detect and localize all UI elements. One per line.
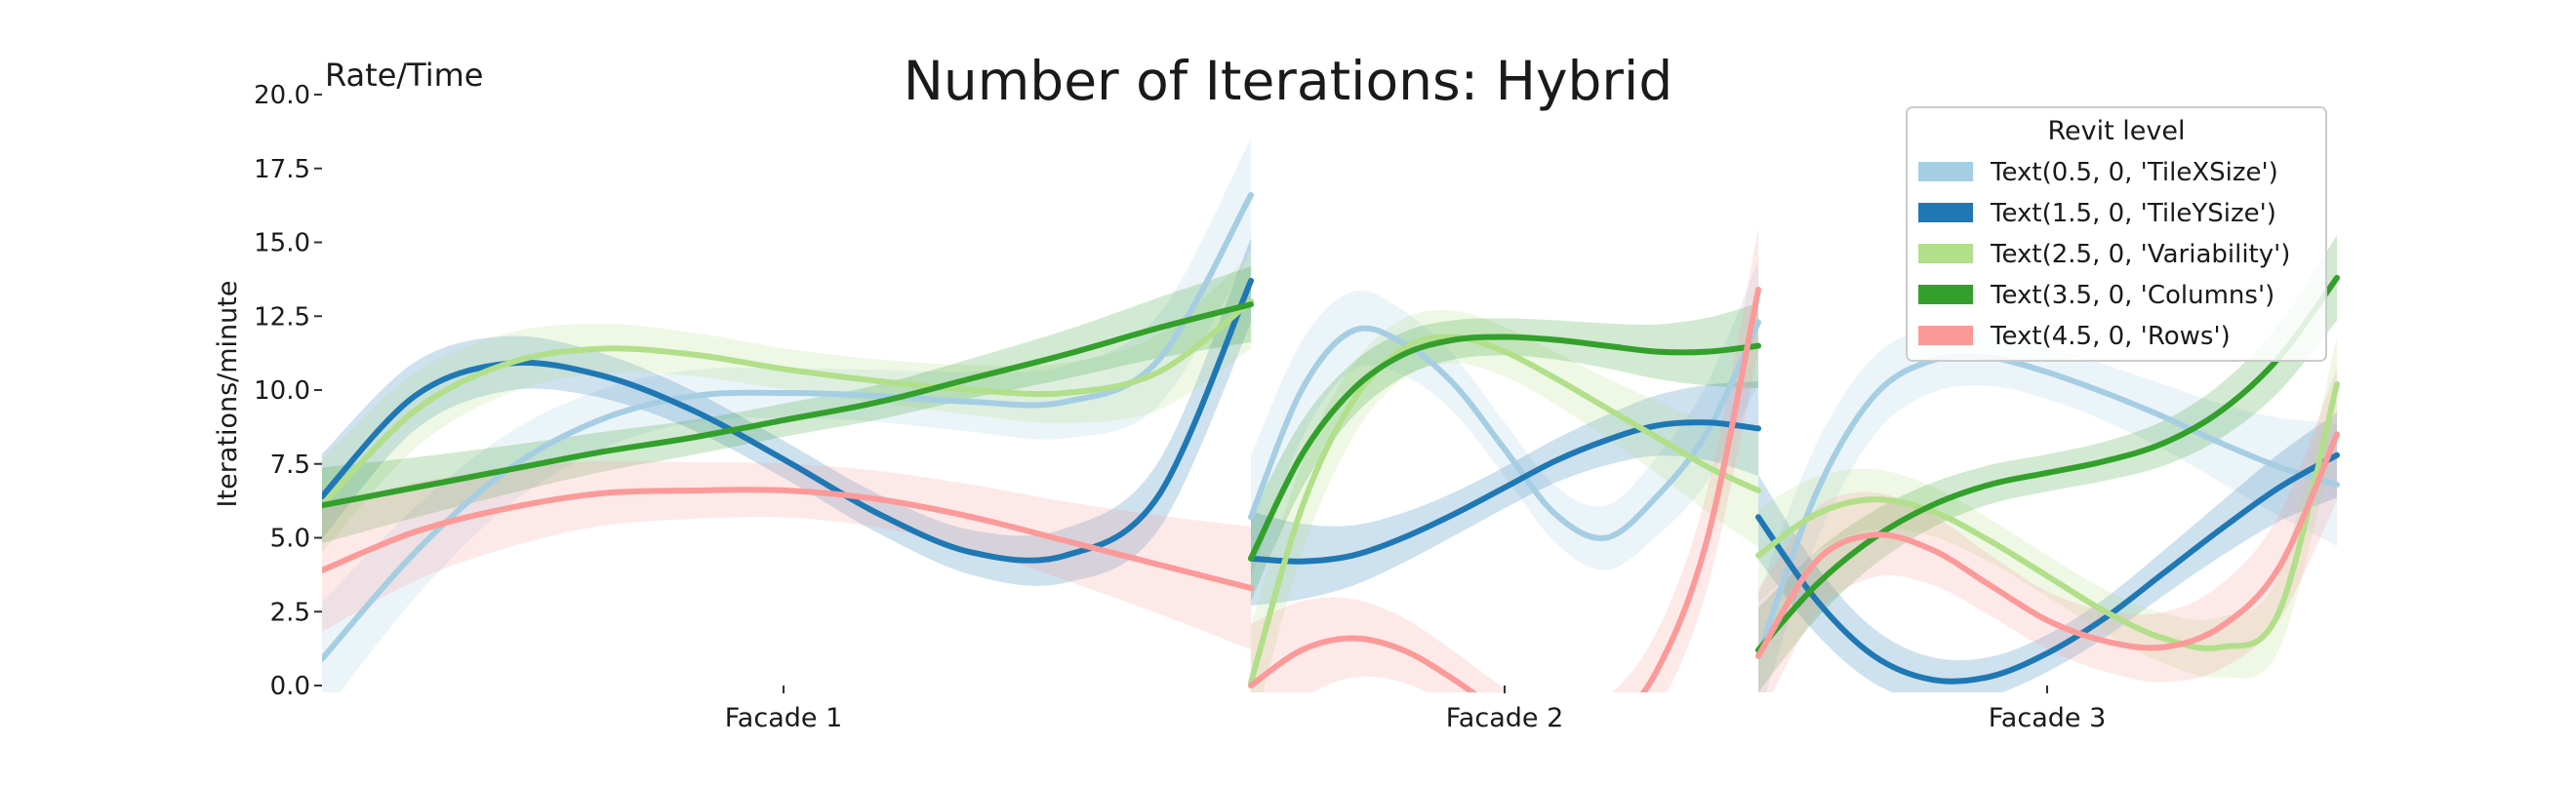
series-band [322,266,1251,543]
series-band [1251,228,1758,692]
y-tick-label: 0.0 [270,672,310,701]
x-tick-label: Facade 2 [1446,703,1564,733]
legend-label: Text(2.5, 0, 'Variability') [1990,240,2290,269]
x-tick-label: Facade 1 [725,703,843,733]
series-line [322,301,1254,509]
legend-label: Text(1.5, 0, 'TileYSize') [1990,199,2276,228]
series-band [1758,235,2337,692]
legend: Revit level Text(0.5, 0, 'TileXSize')Tex… [1906,106,2327,362]
series-band [322,137,1251,692]
series-line [1248,319,1761,541]
series-band [1251,310,1758,692]
series-band [1758,368,2337,692]
legend-items: Text(0.5, 0, 'TileXSize') Text(1.5, 0, 'T… [1918,158,2290,351]
series-line [1755,431,2340,659]
y-tick-label: 17.5 [254,155,310,184]
y-tick-label: 12.5 [254,302,310,332]
series-line [1755,352,2340,659]
legend-label: Text(4.5, 0, 'Rows') [1990,322,2231,351]
y-tick-label: 7.5 [270,451,310,480]
legend-title: Revit level [2047,116,2185,146]
chart-title: Number of Iterations: Hybrid [904,50,1673,112]
series-band [1251,302,1758,602]
legend-swatch [1918,162,1973,181]
legend-swatch [1918,244,1973,263]
series-band [1758,326,2337,692]
x-axis: Facade 1 Facade 2 Facade 3 [725,686,2107,733]
y-tick-label: 5.0 [270,525,310,554]
series-line [1248,334,1761,686]
series-band [322,460,1251,649]
y-tick-label: 10.0 [254,376,310,406]
legend-swatch [1918,203,1973,222]
y-tick-label: 2.5 [270,598,310,627]
series-line [1248,287,1761,692]
series-line [1755,274,2340,653]
x-tick-label: Facade 3 [1989,703,2107,733]
legend-swatch [1918,326,1973,345]
series-line [1755,380,2340,651]
series-band [1758,336,2337,679]
legend-frame [1906,106,2327,362]
series-band [1758,412,2337,692]
series-band [1251,260,1758,579]
series-line [322,487,1254,591]
y-axis-label: Iterations/minute [213,281,243,508]
corner-label: Rate/Time [325,57,483,94]
series-line [1248,419,1761,565]
series-lines [322,192,2340,692]
legend-label: Text(0.5, 0, 'TileXSize') [1990,158,2278,187]
legend-label: Text(3.5, 0, 'Columns') [1990,281,2274,310]
series-band [322,254,1251,553]
legend-swatch [1918,285,1973,304]
y-tick-label: 20.0 [254,81,310,110]
series-line [322,277,1254,564]
y-tick-label: 15.0 [254,229,310,258]
series-line [1248,334,1761,562]
series-line [1755,451,2340,685]
y-axis: 0.0 2.5 5.0 7.5 10.0 12.5 15.0 17.5 20.0 [254,81,322,701]
series-line [322,298,1254,509]
